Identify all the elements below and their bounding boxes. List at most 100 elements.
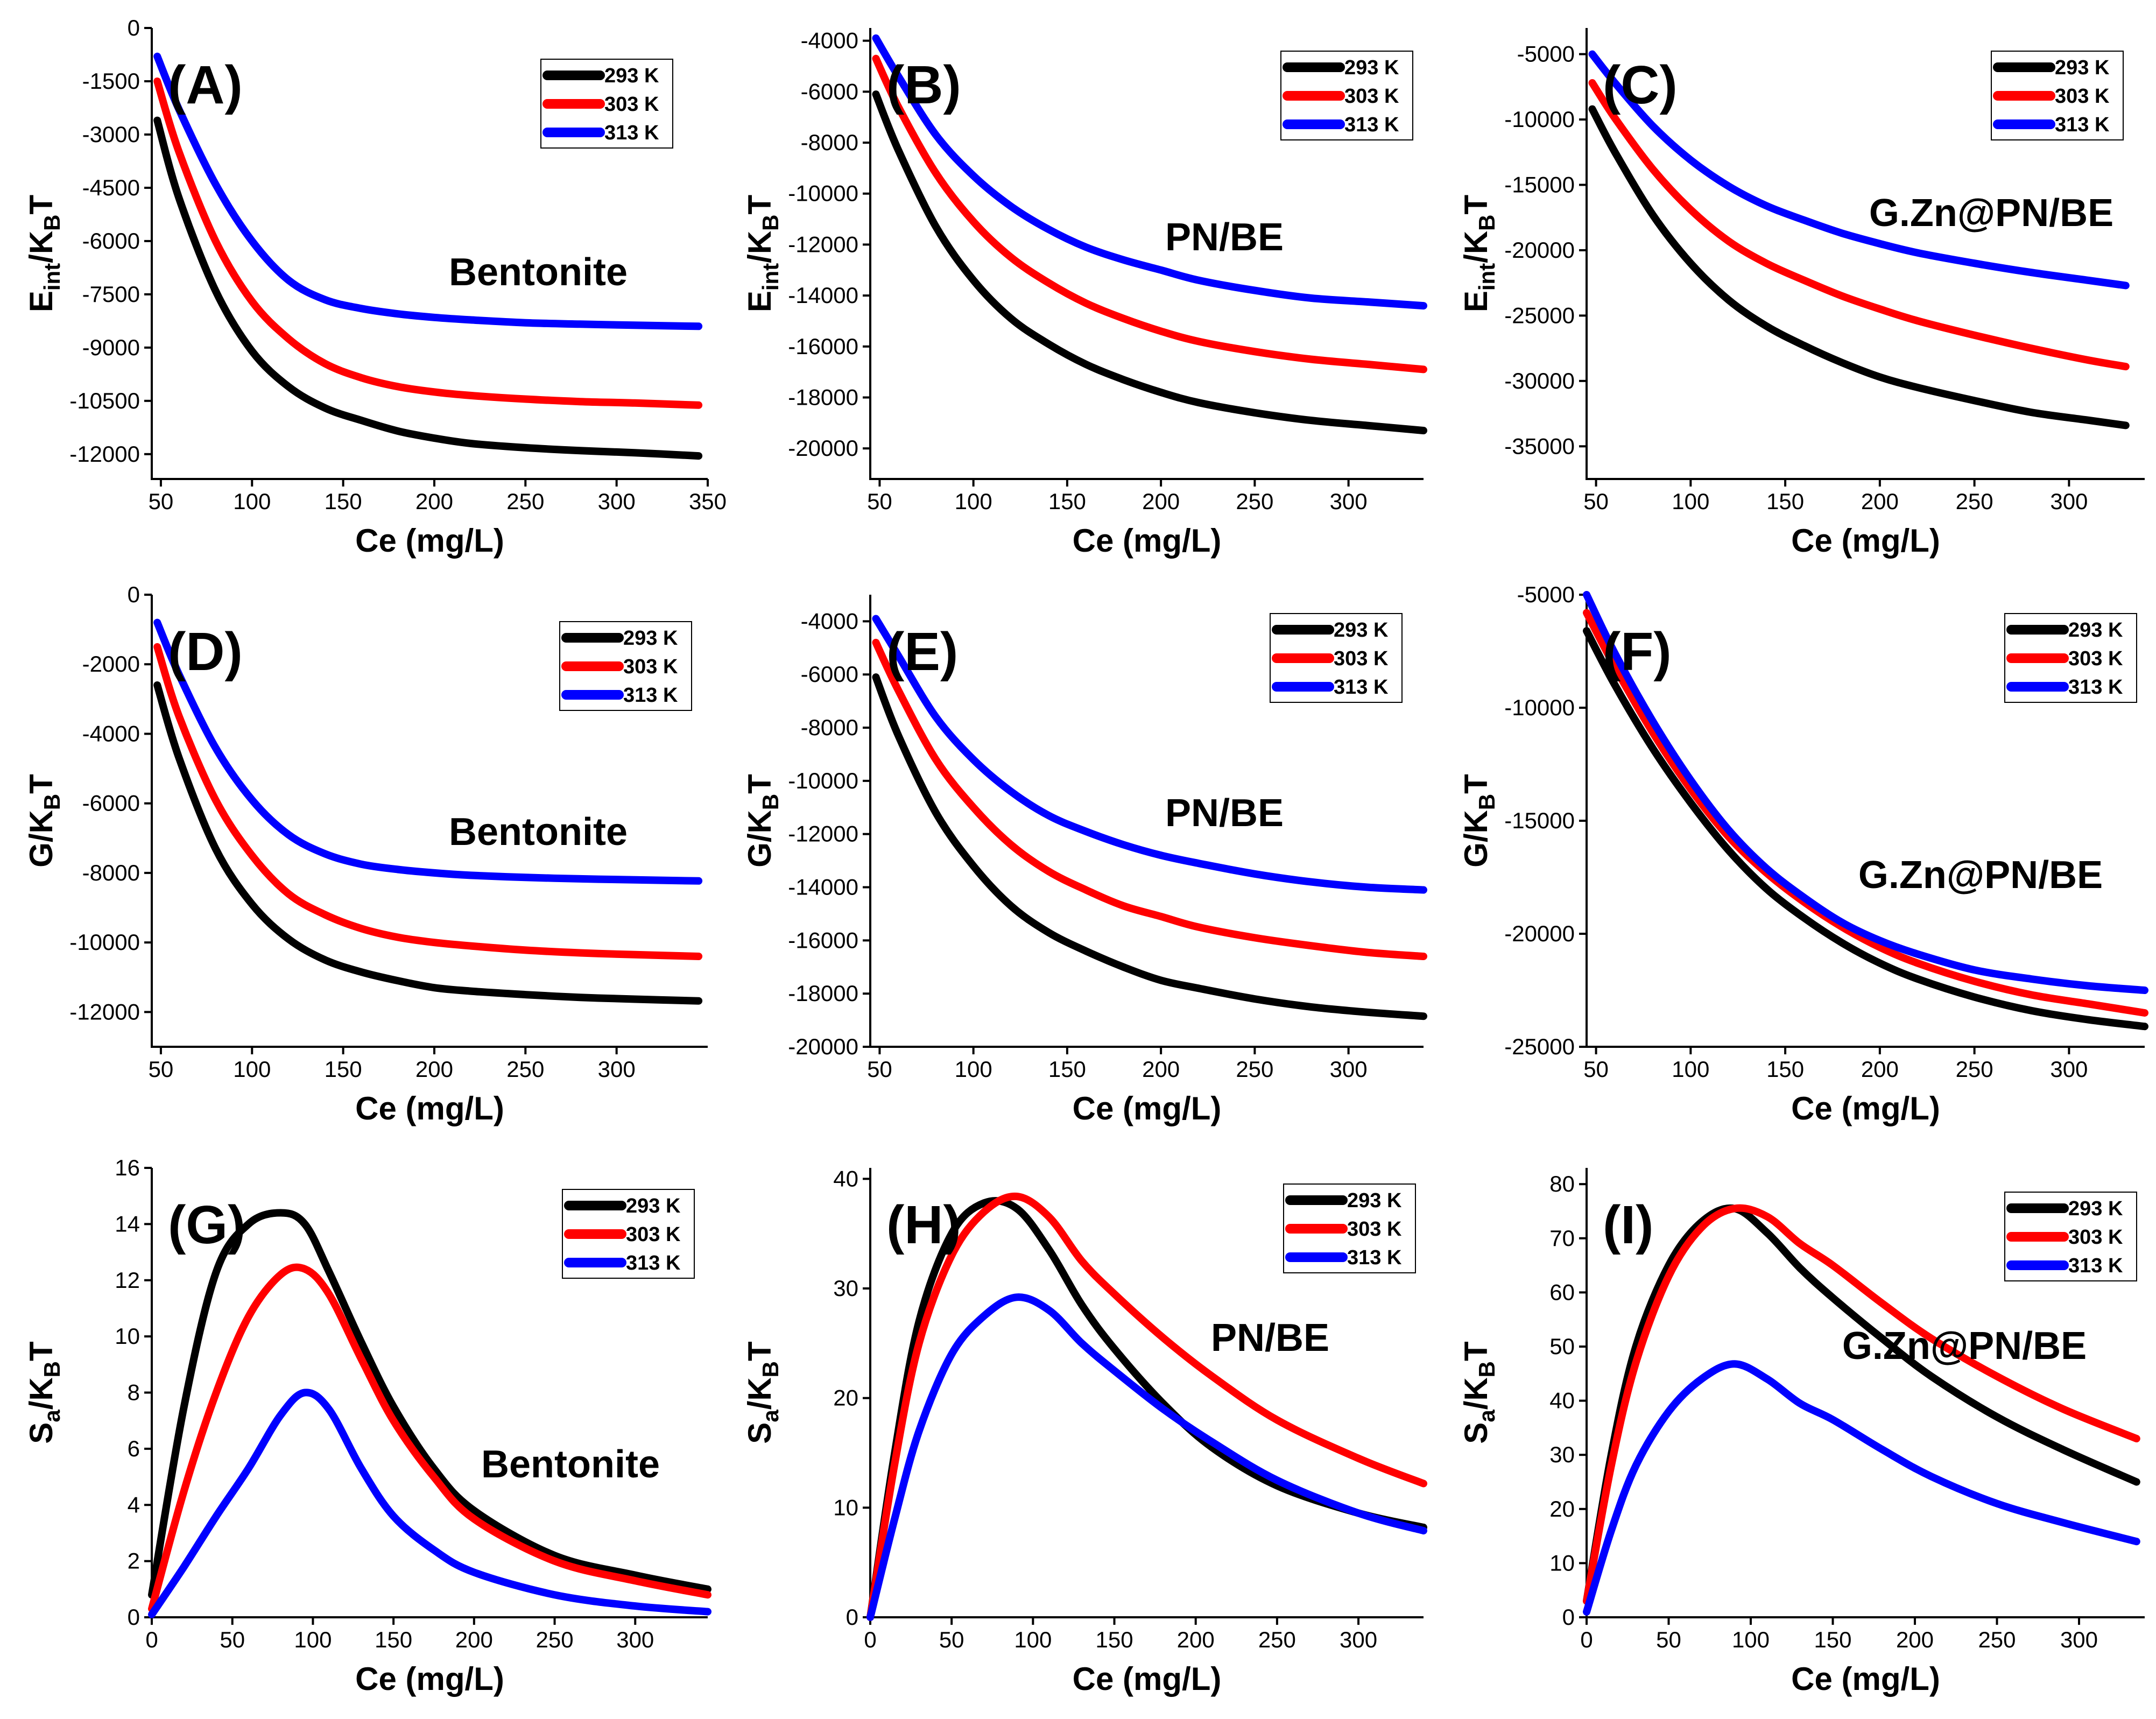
x-tick-label: 250 xyxy=(506,489,544,514)
axis-frame xyxy=(151,595,708,1048)
x-tick-label: 250 xyxy=(506,1056,544,1082)
y-tick-label: -12000 xyxy=(788,821,858,847)
y-tick-label: 30 xyxy=(1549,1442,1575,1467)
y-tick-label: -10000 xyxy=(1504,107,1575,132)
y-label-part: /K xyxy=(742,231,778,263)
y-tick-label: -1500 xyxy=(82,68,140,94)
y-label-subscript: int xyxy=(1474,263,1499,291)
legend-entry-label: 293 K xyxy=(1334,619,1389,642)
y-tick-label: -2000 xyxy=(82,651,140,677)
y-label-subscript: a xyxy=(39,1410,65,1422)
x-tick-label: 150 xyxy=(1814,1627,1851,1652)
x-tick-label: 200 xyxy=(1861,489,1899,514)
y-axis-label: G/KBT xyxy=(1458,774,1499,868)
legend-entry-label: 303 K xyxy=(604,93,659,116)
y-tick-label: -30000 xyxy=(1504,368,1575,393)
y-label-part: E xyxy=(23,291,59,312)
series-line-313k xyxy=(872,615,1427,894)
y-tick-label: 80 xyxy=(1549,1171,1575,1196)
y-tick-label: -20000 xyxy=(788,435,858,461)
x-tick-label: 300 xyxy=(2050,489,2088,514)
y-axis-label: G/KBT xyxy=(742,774,783,868)
chart-panel-4: 50 100 150 200 250 300 0 -2000 -4000 -6000 -8000 -1… xyxy=(23,582,708,1126)
y-label-part: /K xyxy=(1458,231,1494,263)
chart-panel-3: 50 100 150 200 250 300 -5000 -10000 -15000 -20000… xyxy=(1458,28,2145,559)
y-label-subscript: B xyxy=(1474,794,1499,810)
x-tick-label: 200 xyxy=(1142,489,1180,514)
y-label-part: T xyxy=(742,774,778,794)
x-tick-label: 50 xyxy=(1583,1056,1609,1082)
legend-entry-label: 313 K xyxy=(604,122,659,144)
y-tick-label: -5000 xyxy=(1517,41,1575,67)
x-tick-label: 50 xyxy=(220,1627,245,1652)
series-line-293k xyxy=(1583,627,2148,1031)
axis-frame xyxy=(1586,28,2145,480)
series-line-313k xyxy=(148,1389,711,1618)
x-tick-label: 250 xyxy=(1956,489,1993,514)
legend-entry-label: 293 K xyxy=(1347,1189,1402,1212)
y-label-part: T xyxy=(1458,1341,1494,1361)
series-line-303k xyxy=(1583,1204,2140,1605)
series-line-293k xyxy=(153,681,703,1005)
y-tick-label: 60 xyxy=(1549,1279,1575,1305)
x-tick-label: 200 xyxy=(1896,1627,1934,1652)
x-tick-label: 300 xyxy=(598,1056,636,1082)
y-tick-label: 70 xyxy=(1549,1225,1575,1251)
y-label-part: S xyxy=(742,1422,778,1444)
x-tick-label: 150 xyxy=(1766,1056,1804,1082)
legend-entry-label: 303 K xyxy=(2055,85,2110,108)
y-axis-label: Eint/KBT xyxy=(23,195,65,312)
y-tick-label: -20000 xyxy=(1504,921,1575,946)
y-tick-label: 0 xyxy=(128,582,140,607)
legend-entry-label: 313 K xyxy=(1334,676,1389,699)
legend-entry-label: 313 K xyxy=(1347,1246,1402,1269)
legend-entry-label: 313 K xyxy=(623,684,678,707)
legend: 293 K 303 K 313 K xyxy=(2004,613,2137,703)
x-tick-label: 100 xyxy=(294,1627,332,1652)
panel-label: (F) xyxy=(1603,622,1672,682)
material-annotation: G.Zn@PN/BE xyxy=(1842,1325,2087,1368)
x-tick-label: 350 xyxy=(689,489,727,514)
series-line-303k xyxy=(148,1263,711,1613)
series-line-313k xyxy=(1583,591,2148,994)
series-line-303k xyxy=(153,643,703,960)
y-tick-label: -12000 xyxy=(69,441,140,467)
series-line-313k xyxy=(866,1293,1427,1621)
y-tick-label: -15000 xyxy=(1504,172,1575,197)
legend-entry-label: 293 K xyxy=(2068,1197,2123,1220)
series-line-293k xyxy=(872,90,1427,434)
series-line-303k xyxy=(866,1192,1427,1621)
y-label-part: G/K xyxy=(23,810,59,868)
x-tick-label: 50 xyxy=(1583,489,1609,514)
series-line-293k xyxy=(866,1197,1427,1621)
panel-label: (C) xyxy=(1603,55,1678,115)
series-line-313k xyxy=(153,52,703,330)
y-label-part: /K xyxy=(1458,1377,1494,1410)
legend: 293 K 303 K 313 K xyxy=(540,59,673,149)
legend-entry-label: 303 K xyxy=(626,1223,681,1246)
x-tick-label: 300 xyxy=(1330,489,1368,514)
y-label-subscript: a xyxy=(758,1410,783,1422)
legend: 293 K 303 K 313 K xyxy=(559,621,692,711)
legend-entry-label: 313 K xyxy=(2068,1255,2123,1277)
y-tick-label: -18000 xyxy=(788,384,858,410)
x-tick-label: 100 xyxy=(1672,489,1709,514)
material-annotation: G.Zn@PN/BE xyxy=(1869,192,2113,235)
chart-panel-5: 50 100 150 200 250 300 -4000 -6000 -8000 -10000 -1… xyxy=(742,595,1427,1126)
x-tick-label: 150 xyxy=(325,1056,362,1082)
series-line-293k xyxy=(1583,1204,2140,1605)
y-tick-label: 0 xyxy=(1562,1604,1575,1630)
legend: 293 K 303 K 313 K xyxy=(562,1189,695,1279)
y-label-subscript: B xyxy=(39,214,65,230)
x-tick-label: 200 xyxy=(415,489,453,514)
x-tick-label: 300 xyxy=(616,1627,654,1652)
x-tick-label: 100 xyxy=(955,489,992,514)
x-tick-label: 250 xyxy=(1258,1627,1296,1652)
chart-panel-9: 0 50 100 150 200 250 300 0 10 20 30 40 50 60 70 80 Ce (m… xyxy=(1458,1168,2145,1697)
legend-entry-label: 303 K xyxy=(1347,1218,1402,1241)
y-tick-label: -35000 xyxy=(1504,433,1575,459)
y-label-part: T xyxy=(1458,774,1494,794)
y-tick-label: 20 xyxy=(833,1385,858,1411)
chart-panel-2: 50 100 150 200 250 300 -4000 -6000 -8000 -10000 -1… xyxy=(742,28,1427,559)
x-tick-label: 50 xyxy=(867,489,892,514)
